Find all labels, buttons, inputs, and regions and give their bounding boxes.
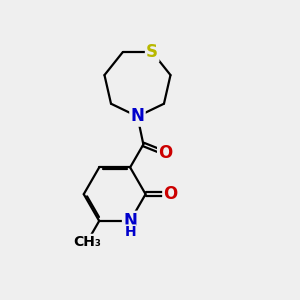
Text: H: H xyxy=(124,225,136,239)
Text: N: N xyxy=(123,212,137,230)
Text: CH₃: CH₃ xyxy=(73,235,101,249)
Text: O: O xyxy=(164,185,178,203)
Text: N: N xyxy=(130,107,144,125)
Text: O: O xyxy=(158,144,172,162)
Text: S: S xyxy=(146,43,158,61)
